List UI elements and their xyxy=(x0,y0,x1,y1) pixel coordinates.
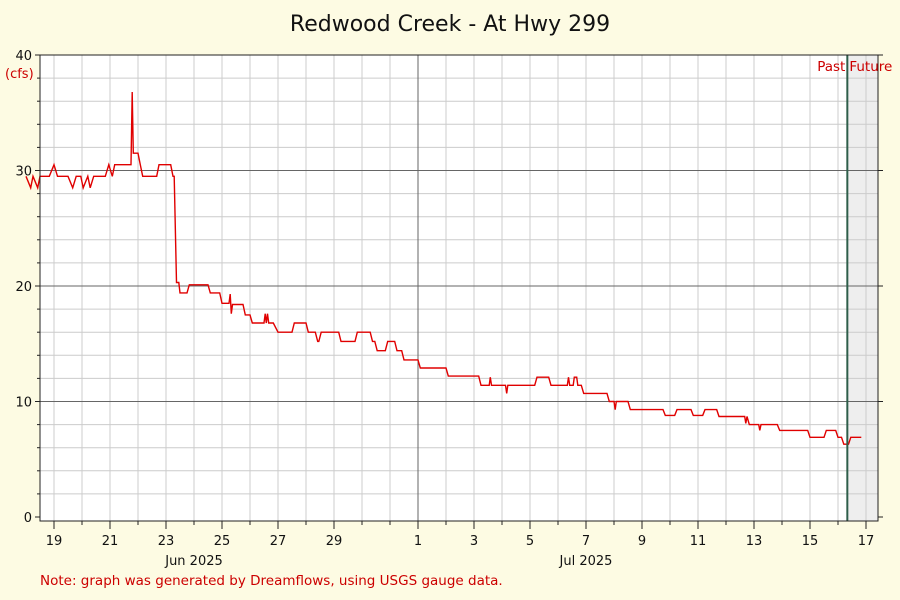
x-tick-label: 25 xyxy=(214,534,231,549)
x-tick-label: 23 xyxy=(158,534,175,549)
past-label: Past xyxy=(817,59,845,75)
x-tick-label: 27 xyxy=(270,534,287,549)
y-tick-label: 40 xyxy=(15,49,32,64)
x-tick-label: 13 xyxy=(746,534,763,549)
month-label: Jun 2025 xyxy=(164,554,223,569)
x-tick-label: 3 xyxy=(470,534,478,549)
x-tick-label: 19 xyxy=(46,534,63,549)
y-tick-label: 10 xyxy=(15,396,32,411)
chart-title: Redwood Creek - At Hwy 299 xyxy=(289,12,611,37)
month-label: Jul 2025 xyxy=(559,554,613,569)
series-line-flow xyxy=(25,91,862,445)
x-axis-ticks: 19 21 23 25 27 29 1 3 5 7 9 11 13 15 17 xyxy=(46,521,875,549)
x-tick-label: 5 xyxy=(526,534,534,549)
x-tick-label: 21 xyxy=(102,534,119,549)
x-tick-label: 7 xyxy=(582,534,590,549)
y-tick-label: 0 xyxy=(24,511,32,526)
x-tick-label: 1 xyxy=(414,534,422,549)
future-region xyxy=(847,55,878,521)
future-label: Future xyxy=(849,59,892,75)
x-tick-label: 29 xyxy=(326,534,343,549)
x-tick-label: 11 xyxy=(690,534,707,549)
month-labels: Jun 2025 Jul 2025 xyxy=(164,554,612,569)
series-layer xyxy=(25,91,862,445)
footnote: Note: graph was generated by Dreamflows,… xyxy=(40,573,503,589)
plot-frame xyxy=(39,54,879,522)
x-tick-label: 17 xyxy=(858,534,875,549)
x-tick-label: 15 xyxy=(802,534,819,549)
y-axis-unit-label: (cfs) xyxy=(5,67,34,82)
minor-grid xyxy=(40,55,878,521)
y-axis-ticks: 0 10 20 30 40 xyxy=(15,49,883,526)
y-tick-label: 30 xyxy=(15,165,32,180)
y-tick-label: 20 xyxy=(15,280,32,295)
x-tick-label: 9 xyxy=(638,534,646,549)
